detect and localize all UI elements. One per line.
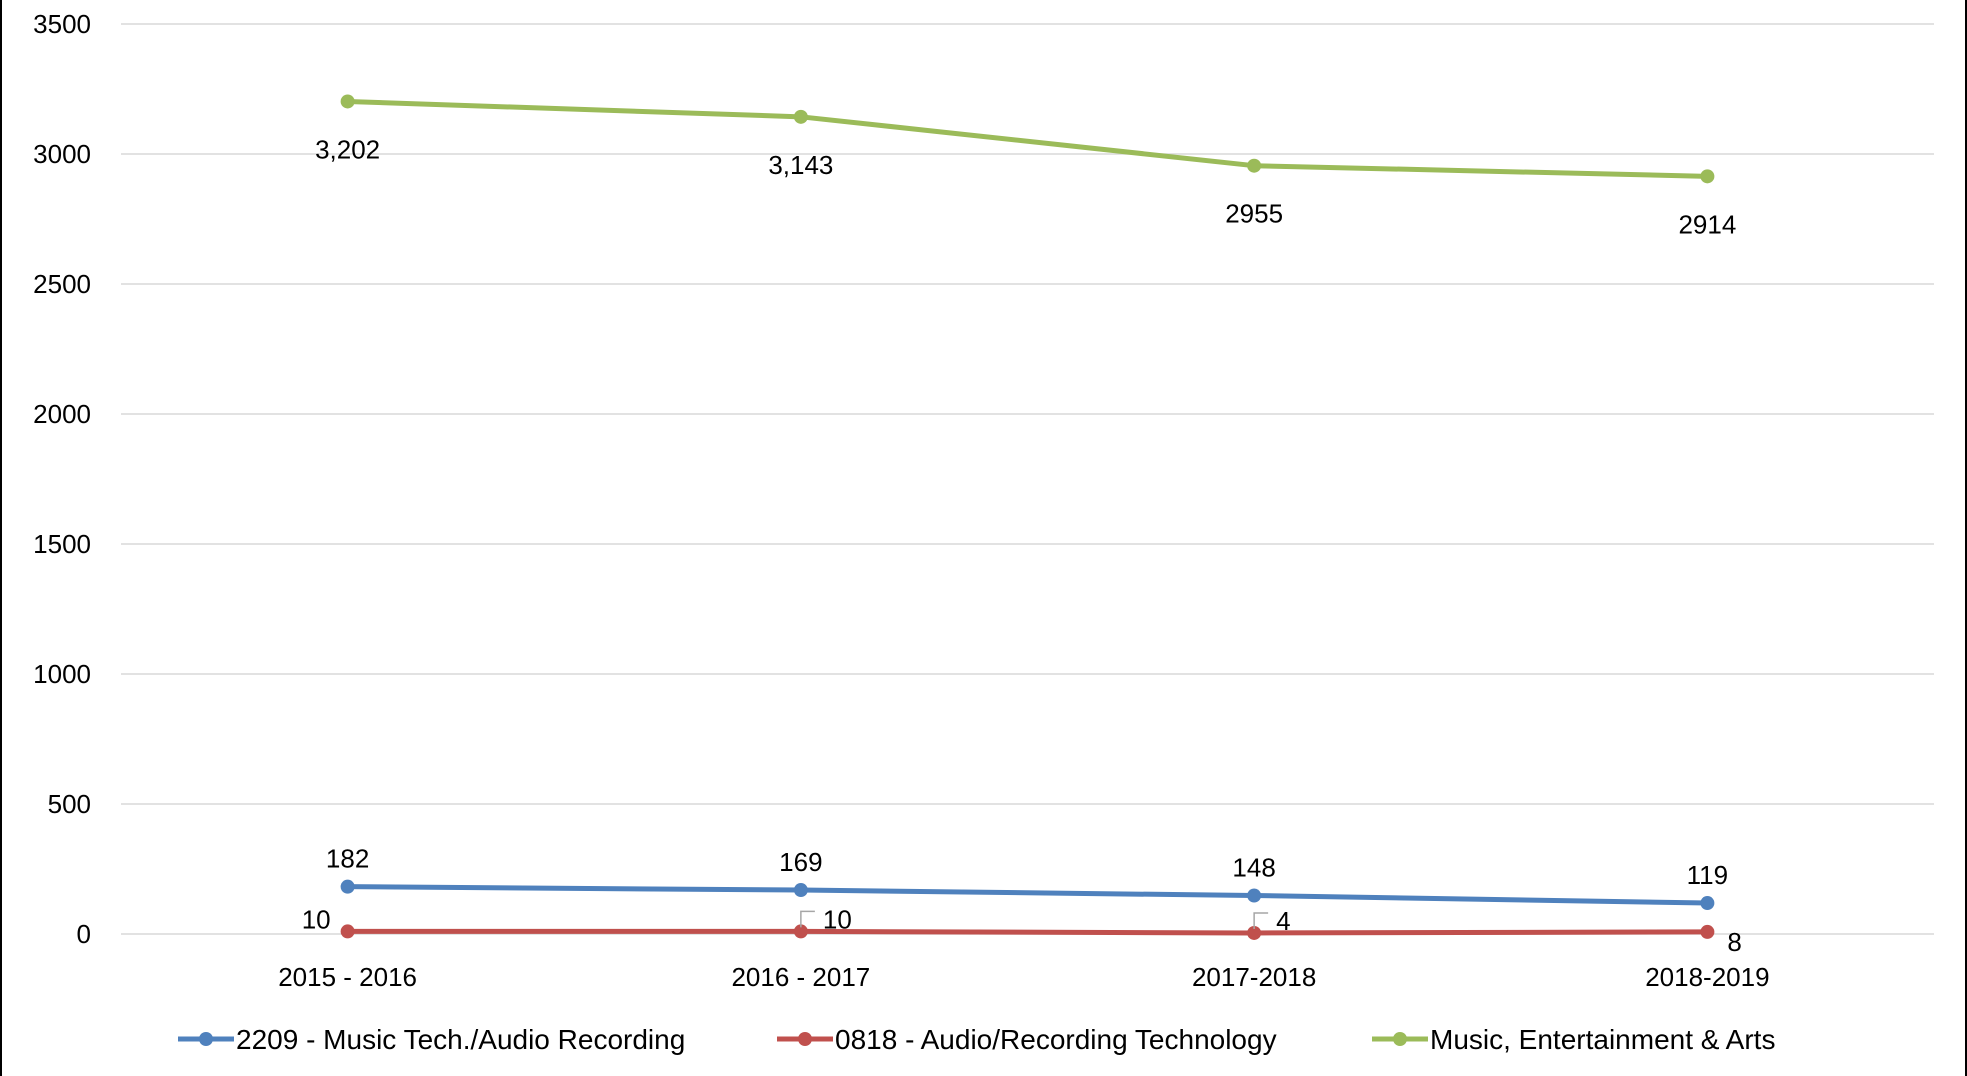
y-tick-label: 3000 <box>33 139 91 169</box>
y-tick-label: 500 <box>48 789 91 819</box>
data-point <box>1700 169 1715 184</box>
data-point <box>1247 925 1262 940</box>
data-label: 2914 <box>1678 209 1736 239</box>
legend-label: 0818 - Audio/Recording Technology <box>835 1024 1277 1055</box>
data-point <box>340 94 355 109</box>
data-label: 8 <box>1727 927 1741 957</box>
series-lines <box>340 94 1715 940</box>
data-label: 119 <box>1687 860 1728 890</box>
label-leader-line <box>1253 912 1269 929</box>
x-tick-label: 2015 - 2016 <box>278 962 417 992</box>
legend: 2209 - Music Tech./Audio Recording 0818 -… <box>178 1024 1775 1055</box>
data-point <box>340 924 355 939</box>
y-axis-ticks: 0 500 1000 1500 2000 2500 3000 3500 <box>33 9 91 949</box>
data-label: 10 <box>302 904 331 934</box>
series-line <box>345 928 1710 936</box>
data-point <box>793 109 808 124</box>
legend-label: 2209 - Music Tech./Audio Recording <box>236 1024 685 1055</box>
legend-dot-marker <box>1393 1032 1407 1046</box>
y-tick-label: 0 <box>77 919 91 949</box>
data-label: 3,202 <box>315 134 380 164</box>
y-tick-label: 1000 <box>33 659 91 689</box>
series-line <box>345 98 1710 179</box>
legend-dot-marker <box>798 1032 812 1046</box>
y-tick-label: 2500 <box>33 269 91 299</box>
label-leader-line <box>800 910 815 928</box>
x-tick-label: 2016 - 2017 <box>731 962 870 992</box>
data-label: 148 <box>1232 853 1275 883</box>
data-point <box>793 883 808 898</box>
data-label: 169 <box>779 847 822 877</box>
gridlines <box>121 23 1934 935</box>
data-label: 182 <box>326 844 369 874</box>
data-point <box>793 924 808 939</box>
data-label: 3,143 <box>768 150 833 180</box>
y-tick-label: 3500 <box>33 9 91 39</box>
data-point <box>1700 896 1715 911</box>
y-tick-label: 2000 <box>33 399 91 429</box>
data-labels: 182 169 148 119 10 10 4 8 3,202 3,143 2955 2914 <box>302 134 1742 956</box>
data-label: 4 <box>1276 906 1290 936</box>
x-tick-label: 2018-2019 <box>1645 962 1769 992</box>
y-tick-label: 1500 <box>33 529 91 559</box>
data-point <box>1247 888 1262 903</box>
x-tick-label: 2017-2018 <box>1192 962 1316 992</box>
data-label: 10 <box>823 904 852 934</box>
series-line <box>345 884 1710 906</box>
legend-label: Music, Entertainment & Arts <box>1430 1024 1775 1055</box>
data-label: 2955 <box>1225 199 1283 229</box>
data-point <box>1247 158 1262 173</box>
x-axis-ticks: 2015 - 2016 2016 - 2017 2017-2018 2018-2019 <box>278 962 1769 992</box>
data-point <box>340 879 355 894</box>
legend-dot-marker <box>199 1032 213 1046</box>
data-point <box>1700 924 1715 939</box>
